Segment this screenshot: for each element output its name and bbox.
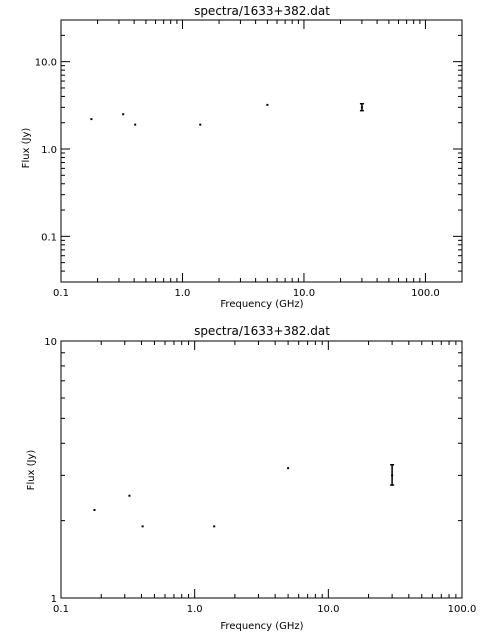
top-plot-data bbox=[90, 102, 364, 126]
top-plot-y-tick-label: 0.1 bbox=[41, 232, 57, 243]
top-plot-data-point bbox=[266, 103, 269, 106]
bottom-plot-x-tick-label: 10.0 bbox=[317, 604, 339, 615]
top-plot-xlabel: Frequency (GHz) bbox=[220, 299, 303, 310]
bottom-plot-x-tick-label: 100.0 bbox=[448, 604, 477, 615]
bottom-plot-x-tick-label: 1.0 bbox=[187, 604, 203, 615]
bottom-plot-y-tick-label: 1 bbox=[51, 594, 57, 605]
top-plot-x-tick-label: 1.0 bbox=[175, 288, 191, 299]
top-plot-data-point bbox=[90, 118, 93, 121]
bottom-plot-error-bar bbox=[390, 463, 395, 486]
top-plot-y-tick-label: 1.0 bbox=[41, 145, 57, 156]
top-plot-data-point bbox=[134, 123, 137, 126]
bottom-plot-xlabel: Frequency (GHz) bbox=[220, 621, 303, 632]
bottom-plot-ylabel: Flux (Jy) bbox=[26, 450, 37, 491]
top-plot-x-tick-label: 100.0 bbox=[411, 288, 440, 299]
bottom-plot-data-point bbox=[93, 508, 96, 511]
bottom-spectrum-plot: spectra/1633+382.dat Frequency (GHz) Flu… bbox=[26, 324, 476, 632]
top-plot-ticks bbox=[60, 19, 463, 283]
top-plot-tick-labels: 0.1 1.0 10.0 100.0 0.1 1.0 10.0 bbox=[35, 58, 440, 299]
top-plot-error-bar bbox=[359, 102, 364, 112]
top-plot-data-point bbox=[122, 113, 125, 116]
top-plot-x-tick-label: 0.1 bbox=[53, 288, 69, 299]
bottom-plot-y-tick-label: 10 bbox=[44, 337, 57, 348]
bottom-plot-title: spectra/1633+382.dat bbox=[194, 324, 330, 338]
top-plot-frame bbox=[60, 19, 463, 283]
top-spectrum-plot: spectra/1633+382.dat Frequency (GHz) Flu… bbox=[21, 4, 463, 310]
bottom-plot-data-point bbox=[287, 467, 290, 470]
bottom-plot-data-point bbox=[128, 494, 131, 497]
bottom-plot-frame bbox=[60, 340, 463, 599]
top-plot-data-point bbox=[199, 123, 202, 126]
bottom-plot-data bbox=[93, 463, 395, 528]
bottom-plot-data-point bbox=[213, 525, 216, 528]
top-plot-y-tick-label: 10.0 bbox=[35, 58, 57, 69]
bottom-plot-data-point bbox=[141, 525, 144, 528]
bottom-plot-x-tick-label: 0.1 bbox=[53, 604, 69, 615]
bottom-plot-tick-labels: 0.1 1.0 10.0 100.0 1 10 bbox=[44, 337, 476, 615]
top-plot-ylabel: Flux (Jy) bbox=[21, 128, 32, 169]
top-plot-x-tick-label: 10.0 bbox=[293, 288, 315, 299]
bottom-plot-ticks bbox=[60, 341, 462, 599]
top-plot-title: spectra/1633+382.dat bbox=[194, 4, 330, 18]
